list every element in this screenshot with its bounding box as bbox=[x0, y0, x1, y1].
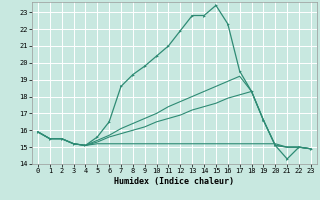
X-axis label: Humidex (Indice chaleur): Humidex (Indice chaleur) bbox=[115, 177, 234, 186]
